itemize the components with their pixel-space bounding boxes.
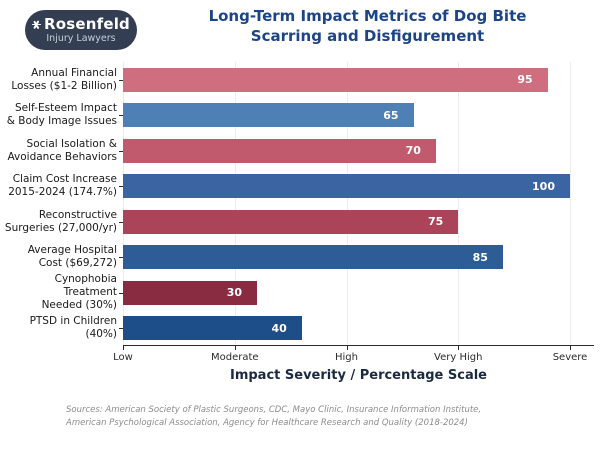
chart-row: Reconstructive Surgeries (27,000/yr) 75 <box>0 204 600 240</box>
y-tick-mark <box>119 328 123 330</box>
bar-value-label: 95 <box>517 73 533 87</box>
gridline <box>123 62 124 345</box>
category-label: PTSD in Children (40%) <box>29 315 117 341</box>
bar: 65 <box>123 103 414 128</box>
x-tick-mark <box>234 346 236 350</box>
source-note-line2: American Psychological Association, Agen… <box>66 418 468 429</box>
bar-rows: Annual Financial Losses ($1-2 Billion) 95 S… <box>0 62 600 346</box>
category-label: Social Isolation & Avoidance Behaviors <box>7 137 117 163</box>
category-label: Reconstructive Surgeries (27,000/yr) <box>4 208 117 234</box>
plot-area <box>123 62 594 346</box>
gridline <box>346 62 348 345</box>
y-tick-mark <box>119 292 123 294</box>
x-tick-mark <box>458 346 460 350</box>
logo-subtitle: Injury Lawyers <box>46 32 116 44</box>
y-tick-mark <box>119 186 123 188</box>
bar-value-label: 70 <box>405 144 421 158</box>
bar-value-label: 30 <box>226 286 243 300</box>
y-tick-mark <box>119 150 123 152</box>
chart-row: Social Isolation & Avoidance Behaviors 70 <box>0 133 600 169</box>
gridline <box>570 62 571 345</box>
bar: 30 <box>123 280 258 305</box>
category-label: Cynophobia Treatment Needed (30%) <box>41 273 117 312</box>
y-tick-mark <box>119 221 123 223</box>
category-label: Claim Cost Increase 2015-2024 (174.7%) <box>8 173 117 199</box>
source-note-line1: Sources: American Society of Plastic Sur… <box>66 405 482 415</box>
x-tick-mark <box>346 346 348 350</box>
category-label: Self-Esteem Impact & Body Image Issues <box>6 102 117 128</box>
bar: 70 <box>123 138 436 163</box>
y-tick-mark <box>119 115 123 117</box>
chart-row: Self-Esteem Impact & Body Image Issues 65 <box>0 98 600 134</box>
bar-value-label: 85 <box>472 250 488 264</box>
source-note: Sources: American Society of Plastic Sur… <box>66 404 580 430</box>
gridline <box>234 62 236 345</box>
chart-row: PTSD in Children (40%) 40 <box>0 311 600 347</box>
x-tick-mark <box>123 346 124 350</box>
rosenfeld-logo: Rosenfeld Injury Lawyers <box>25 10 137 50</box>
chart-row: Cynophobia Treatment Needed (30%) 30 <box>0 273 600 312</box>
starburst-icon <box>31 20 41 29</box>
bar: 40 <box>123 316 302 341</box>
bar-value-label: 100 <box>532 179 555 193</box>
bar: 85 <box>123 245 503 270</box>
x-tick-label: Low <box>113 352 133 363</box>
bar-value-label: 75 <box>427 215 444 229</box>
x-tick-label: High <box>335 352 358 363</box>
bar: 100 <box>123 174 570 199</box>
chart-row: Claim Cost Increase 2015-2024 (174.7%) 100 <box>0 169 600 205</box>
category-label: Annual Financial Losses ($1-2 Billion) <box>11 66 117 92</box>
chart-row: Annual Financial Losses ($1-2 Billion) 95 <box>0 62 600 98</box>
bar: 75 <box>123 209 459 234</box>
chart-title-line2: Scarring and Disfigurement <box>250 27 485 45</box>
category-label: Average Hospital Cost ($69,272) <box>27 244 117 270</box>
y-tick-mark <box>119 257 123 259</box>
logo-name: Rosenfeld <box>43 14 130 33</box>
bar-value-label: 65 <box>383 108 399 122</box>
bar: 95 <box>123 67 548 92</box>
x-tick-label: Moderate <box>210 352 259 363</box>
logo-top-row: Rosenfeld <box>31 14 130 33</box>
x-axis-title: Impact Severity / Percentage Scale <box>229 368 488 383</box>
chart-title-line1: Long-Term Impact Metrics of Dog Bite <box>208 7 527 25</box>
gridline <box>458 62 460 345</box>
chart-title: Long-Term Impact Metrics of Dog Bite Sca… <box>150 6 585 46</box>
bar-value-label: 40 <box>271 321 287 335</box>
x-tick-label: Severe <box>552 352 588 363</box>
x-tick-label: Very High <box>434 352 483 363</box>
chart-row: Average Hospital Cost ($69,272) 85 <box>0 240 600 276</box>
x-tick-mark <box>570 346 571 350</box>
y-tick-mark <box>119 79 123 81</box>
